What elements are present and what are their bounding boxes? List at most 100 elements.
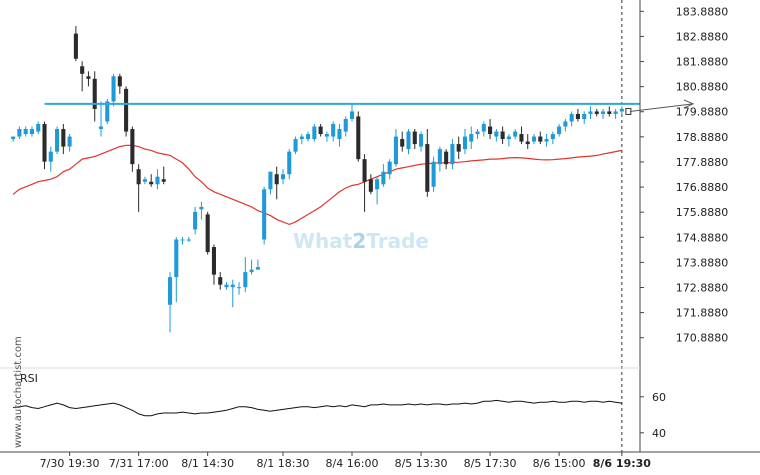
candle-body bbox=[268, 171, 273, 190]
candle-body bbox=[92, 78, 97, 109]
candles-layer bbox=[11, 26, 632, 333]
candle-body bbox=[186, 239, 191, 241]
candle-body bbox=[262, 189, 267, 240]
candle-body bbox=[600, 111, 606, 114]
candle-body bbox=[111, 76, 116, 102]
candle-body bbox=[400, 139, 405, 147]
candle-body bbox=[557, 126, 562, 135]
candle-body bbox=[243, 272, 248, 288]
candle-body bbox=[475, 131, 480, 135]
moving-average-layer bbox=[12, 144, 623, 226]
candle-body bbox=[531, 136, 537, 142]
candle-body bbox=[331, 124, 336, 137]
candle-body bbox=[237, 287, 242, 289]
candle-body bbox=[481, 124, 486, 132]
candle-body bbox=[594, 111, 599, 114]
candle-body bbox=[425, 144, 430, 192]
candle-body bbox=[456, 144, 461, 152]
candle-body bbox=[582, 113, 587, 119]
watermark: What2Trade bbox=[293, 229, 429, 253]
candle-body bbox=[375, 179, 380, 190]
candle-body bbox=[67, 136, 72, 147]
candle-body bbox=[199, 206, 204, 210]
candle-body bbox=[500, 131, 505, 140]
candle-body bbox=[211, 247, 216, 275]
y-tick-label: 175.8880 bbox=[676, 206, 729, 219]
rsi-tick-label: 40 bbox=[652, 427, 666, 440]
candle-body bbox=[607, 111, 612, 114]
x-tick-label: 8/5 17:30 bbox=[464, 457, 517, 470]
x-tick-label: 8/4 16:00 bbox=[326, 457, 379, 470]
candle-body bbox=[280, 174, 286, 180]
candle-body bbox=[124, 88, 129, 132]
candle-body bbox=[155, 176, 160, 185]
candle-body bbox=[299, 136, 304, 140]
candle-body bbox=[575, 113, 580, 119]
x-tick-label: 8/5 13:30 bbox=[395, 457, 448, 470]
forecast-arrowhead bbox=[683, 99, 695, 109]
candle-body bbox=[538, 136, 543, 142]
x-tick-label: 8/6 15:00 bbox=[533, 457, 586, 470]
candle-body bbox=[230, 284, 235, 288]
candle-body bbox=[80, 66, 85, 74]
candle-body bbox=[205, 214, 210, 253]
candle-body bbox=[42, 124, 47, 162]
candle-body bbox=[29, 129, 35, 135]
rsi-panel: RSI bbox=[13, 372, 622, 417]
candle-body bbox=[444, 151, 449, 165]
candle-body bbox=[362, 159, 367, 182]
candle-body bbox=[287, 151, 292, 175]
candle-body bbox=[544, 139, 549, 142]
candle-body bbox=[613, 111, 618, 114]
resistance-layer bbox=[44, 99, 695, 112]
y-tick-label: 177.8880 bbox=[676, 156, 729, 169]
candle-body bbox=[98, 126, 104, 130]
candle-body bbox=[11, 136, 16, 140]
candle-body bbox=[412, 131, 417, 145]
candle-body bbox=[431, 161, 436, 187]
watermark-text: What2Trade bbox=[293, 229, 429, 253]
y-tick-label: 182.8880 bbox=[676, 30, 729, 43]
candle-body bbox=[588, 111, 593, 114]
candle-body bbox=[161, 179, 166, 182]
candle-body bbox=[306, 134, 311, 140]
y-tick-label: 176.8880 bbox=[676, 181, 729, 194]
candle-body bbox=[368, 179, 373, 192]
y-tick-label: 181.8880 bbox=[676, 56, 729, 69]
y-tick-label: 171.8880 bbox=[676, 307, 729, 320]
candle-body bbox=[506, 136, 511, 140]
candle-body bbox=[174, 239, 179, 278]
candle-body bbox=[488, 126, 493, 135]
x-tick-label: 7/31 17:00 bbox=[109, 457, 169, 470]
candle-body bbox=[356, 116, 361, 160]
candle-body bbox=[563, 121, 568, 127]
y-tick-label: 183.8880 bbox=[676, 5, 729, 18]
candle-body bbox=[130, 129, 135, 165]
candle-body bbox=[224, 284, 229, 288]
x-tick-label: 8/1 14:30 bbox=[181, 457, 234, 470]
candle-body bbox=[494, 131, 499, 137]
candle-body bbox=[513, 131, 518, 137]
candle-body bbox=[61, 129, 66, 147]
y-tick-label: 179.8880 bbox=[676, 106, 729, 119]
candle-body bbox=[343, 118, 348, 132]
candle-body bbox=[525, 141, 530, 145]
y-tick-label: 180.8880 bbox=[676, 81, 729, 94]
x-tick-label: 8/1 18:30 bbox=[257, 457, 310, 470]
candle-body bbox=[193, 211, 198, 230]
rsi-line bbox=[13, 399, 622, 417]
rsi-tick-label: 60 bbox=[652, 391, 666, 404]
moving-average-line bbox=[12, 144, 623, 226]
candle-body bbox=[23, 129, 28, 135]
candle-body bbox=[462, 136, 468, 150]
y-tick-label: 173.8880 bbox=[676, 256, 729, 269]
candle-body bbox=[318, 126, 323, 135]
candle-body bbox=[337, 129, 342, 140]
candle-body bbox=[180, 239, 185, 241]
candle-body bbox=[324, 134, 329, 137]
candle-body bbox=[519, 134, 524, 142]
candle-body bbox=[36, 124, 41, 132]
candle-body bbox=[381, 171, 386, 185]
candle-body bbox=[406, 131, 411, 150]
